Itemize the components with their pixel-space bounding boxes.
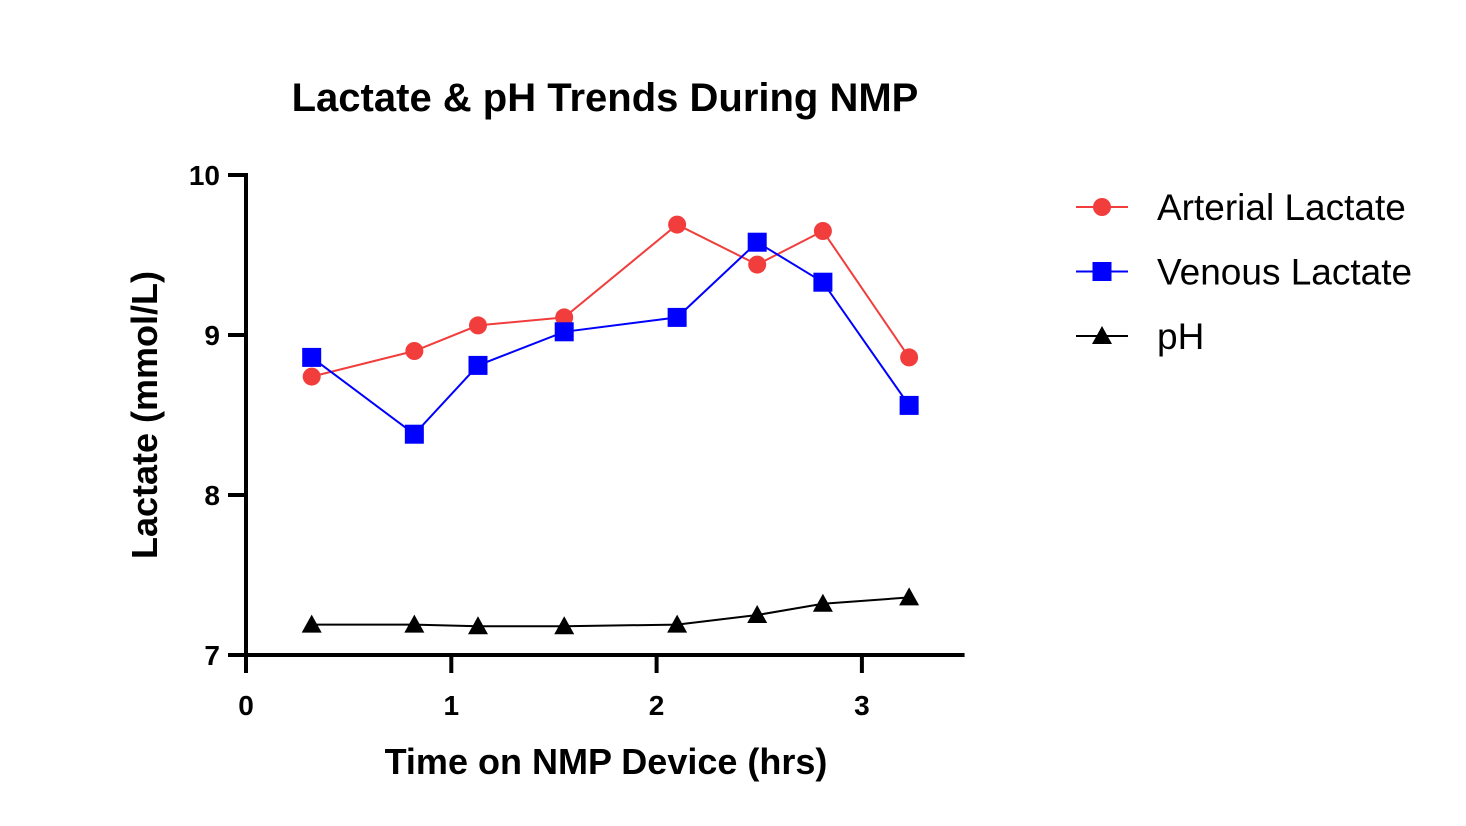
data-point-ph [467,616,488,635]
series-arterial-lactate [302,215,919,386]
legend-item-ph: pH [1076,316,1204,357]
data-point-arterial-lactate [748,255,767,274]
legend-marker [1092,262,1112,281]
y-tick-label: 8 [204,480,220,511]
legend-marker [1092,326,1112,344]
legend-label: Arterial Lactate [1157,187,1406,228]
data-point-arterial-lactate [468,316,487,335]
x-tick-label: 3 [854,690,870,721]
series-line-arterial-lactate [311,223,910,378]
data-point-ph [747,605,768,623]
data-point-arterial-lactate [555,308,574,327]
x-axis-label: Time on NMP Device (hrs) [385,741,828,782]
plot-area [301,215,920,635]
legend-marker [1093,198,1111,216]
series-line-venous-lactate [311,240,910,436]
data-point-arterial-lactate [900,348,919,367]
legend-label: pH [1157,316,1204,357]
axes: 7 8 9 10 0 1 2 3 [189,160,965,721]
series-ph [301,587,920,635]
x-tick-label: 0 [238,690,254,721]
data-point-venous-lactate [667,307,687,327]
data-point-venous-lactate [468,355,488,375]
data-point-venous-lactate [302,347,322,367]
legend-item-arterial-lactate: Arterial Lactate [1076,187,1406,228]
x-tick-label: 1 [444,690,460,721]
data-point-ph [554,616,575,635]
data-point-ph [404,614,425,633]
data-point-ph [812,593,833,612]
data-point-ph [667,614,688,633]
data-point-venous-lactate [404,424,424,444]
data-point-ph [301,614,322,633]
y-tick-label: 10 [189,160,220,191]
x-tick-label: 2 [649,690,665,721]
data-point-venous-lactate [554,322,574,342]
data-point-venous-lactate [899,395,919,415]
data-point-ph [899,587,920,606]
y-tick-label: 9 [204,320,220,351]
data-point-venous-lactate [813,272,833,292]
series-line-ph [311,596,910,628]
legend-item-venous-lactate: Venous Lactate [1076,252,1412,293]
legend-label: Venous Lactate [1157,252,1412,293]
series-venous-lactate [302,232,919,444]
data-point-arterial-lactate [668,215,687,234]
y-axis-label: Lactate (mmol/L) [124,271,165,559]
legend: Arterial Lactate Venous Lactate pH [1076,187,1412,357]
data-point-arterial-lactate [405,342,424,360]
chart-title: Lactate & pH Trends During NMP [292,76,919,120]
y-tick-label: 7 [204,640,220,671]
data-point-arterial-lactate [302,367,321,386]
data-point-arterial-lactate [813,222,832,240]
data-point-venous-lactate [747,232,767,252]
